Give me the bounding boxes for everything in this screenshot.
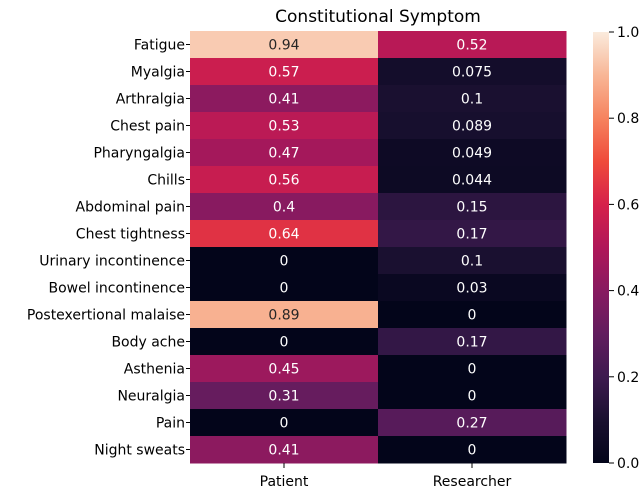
row-label: Pain <box>156 416 185 432</box>
heatmap-cell <box>190 355 379 383</box>
heatmap-cell <box>378 193 567 221</box>
heatmap-cell <box>378 301 567 329</box>
colorbar-tick-label: 1.0 <box>617 25 639 41</box>
heatmap-cell <box>190 436 379 464</box>
row-label: Bowel incontinence <box>48 281 185 297</box>
heatmap-cell <box>190 409 379 437</box>
heatmap-cell <box>378 112 567 140</box>
cell-value-label: 0.17 <box>456 335 487 351</box>
column-label: Patient <box>260 474 309 490</box>
heatmap-cell <box>190 274 379 302</box>
cell-value-label: 0.049 <box>452 146 492 162</box>
cell-value-label: 0.1 <box>461 254 483 270</box>
heatmap-cell <box>190 139 379 167</box>
colorbar <box>593 32 609 463</box>
colorbar-tick-label: 0.2 <box>617 370 639 386</box>
cell-value-label: 0.94 <box>268 38 299 54</box>
cell-value-label: 0.41 <box>268 92 299 108</box>
heatmap-cell <box>378 409 567 437</box>
heatmap-cell <box>190 85 379 113</box>
heatmap-cell <box>378 139 567 167</box>
row-label: Abdominal pain <box>76 200 185 216</box>
cell-value-label: 0.089 <box>452 119 492 135</box>
cell-value-label: 0.17 <box>456 227 487 243</box>
heatmap-cell <box>190 382 379 410</box>
cell-value-label: 0.15 <box>456 200 487 216</box>
heatmap-cell <box>190 166 379 194</box>
row-label: Chills <box>147 173 185 189</box>
cell-value-label: 0.41 <box>268 443 299 459</box>
cell-value-label: 0 <box>280 416 289 432</box>
colorbar-tick-label: 0.6 <box>617 197 639 213</box>
colorbar-tick-label: 0.0 <box>617 456 639 472</box>
cell-value-label: 0.044 <box>452 173 492 189</box>
row-label: Night sweats <box>94 443 185 459</box>
cell-value-label: 0 <box>280 281 289 297</box>
row-label: Chest tightness <box>76 227 185 243</box>
row-label: Urinary incontinence <box>39 254 185 270</box>
cell-value-label: 0.31 <box>268 389 299 405</box>
row-label: Neuralgia <box>117 389 185 405</box>
cell-value-label: 0.03 <box>456 281 487 297</box>
heatmap-cell <box>378 328 567 356</box>
cell-value-label: 0.47 <box>268 146 299 162</box>
heatmap-cell <box>190 220 379 248</box>
cell-value-label: 0 <box>280 254 289 270</box>
row-label: Postexertional malaise <box>27 308 185 324</box>
cell-value-label: 0 <box>468 362 477 378</box>
row-label: Body ache <box>111 335 185 351</box>
heatmap-cells: 0.94 0.52 0.57 0.075 0.41 0.1 0.53 0.089 0.47 0.0… <box>190 31 567 464</box>
heatmap-cell <box>378 166 567 194</box>
cell-value-label: 0.45 <box>268 362 299 378</box>
row-label: Myalgia <box>131 65 185 81</box>
row-label: Arthralgia <box>116 92 185 108</box>
cell-value-label: 0 <box>468 443 477 459</box>
cell-value-label: 0.89 <box>268 308 299 324</box>
heatmap-cell <box>190 112 379 140</box>
cell-value-label: 0 <box>280 335 289 351</box>
row-label: Fatigue <box>134 38 185 54</box>
row-labels: Fatigue Myalgia Arthralgia Chest pain Pharyn… <box>27 38 190 459</box>
cell-value-label: 0.1 <box>461 92 483 108</box>
heatmap-cell <box>378 274 567 302</box>
column-label: Researcher <box>433 474 512 490</box>
cell-value-label: 0.4 <box>273 200 295 216</box>
cell-value-label: 0.64 <box>268 227 299 243</box>
heatmap-cell <box>190 193 379 221</box>
heatmap-cell <box>378 31 567 59</box>
colorbar-ticks: 0.0 0.2 0.4 0.6 0.8 1.0 <box>609 25 639 472</box>
heatmap-cell <box>378 58 567 86</box>
heatmap-cell <box>378 436 567 464</box>
heatmap-cell <box>378 247 567 275</box>
heatmap-cell <box>378 220 567 248</box>
heatmap-cell <box>190 247 379 275</box>
column-labels: Patient Researcher <box>260 463 512 490</box>
row-label: Pharyngalgia <box>93 146 185 162</box>
heatmap-cell <box>190 328 379 356</box>
heatmap-cell <box>190 301 379 329</box>
heatmap-cell <box>190 31 379 59</box>
heatmap-cell <box>378 355 567 383</box>
cell-value-label: 0.52 <box>456 38 487 54</box>
row-label: Asthenia <box>124 362 185 378</box>
heatmap-cell <box>378 85 567 113</box>
row-label: Chest pain <box>110 119 185 135</box>
cell-value-label: 0 <box>468 389 477 405</box>
cell-value-label: 0.27 <box>456 416 487 432</box>
cell-value-label: 0.57 <box>268 65 299 81</box>
heatmap-cell <box>190 58 379 86</box>
cell-value-label: 0.56 <box>268 173 299 189</box>
cell-value-label: 0.53 <box>268 119 299 135</box>
chart-title: Constitutional Symptom <box>275 7 481 27</box>
cell-value-label: 0.075 <box>452 65 492 81</box>
colorbar-tick-label: 0.4 <box>617 284 639 300</box>
cell-value-label: 0 <box>468 308 477 324</box>
heatmap-cell <box>378 382 567 410</box>
colorbar-tick-label: 0.8 <box>617 111 639 127</box>
